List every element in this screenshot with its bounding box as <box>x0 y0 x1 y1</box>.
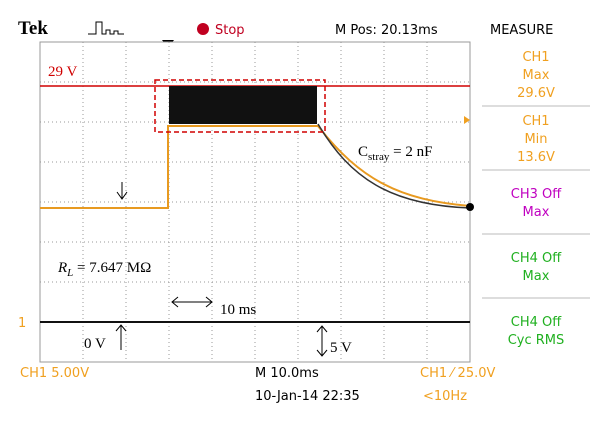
measure-line: 29.6V <box>517 86 555 101</box>
position: M Pos: 20.13ms <box>335 23 438 38</box>
measure-line: CH1 <box>522 50 549 65</box>
measure-line: Cyc RMS <box>508 333 565 348</box>
panel-title: MEASURE <box>490 23 553 38</box>
c-sub: stray <box>368 151 390 163</box>
c-symbol: C <box>358 144 368 160</box>
status: Stop <box>215 23 245 38</box>
measure-line: Max <box>523 68 550 83</box>
highlight-box <box>154 79 326 133</box>
zero-label: 0 V <box>84 336 106 352</box>
trigger: CH1 ⁄ 25.0V <box>420 366 496 381</box>
span-arrow <box>171 296 213 308</box>
frequency: <10Hz <box>423 389 467 404</box>
stop-dot <box>197 23 209 35</box>
measure-line: 13.6V <box>517 150 555 165</box>
measure-line: CH1 <box>522 114 549 129</box>
measure-line: CH4 Off <box>511 315 562 330</box>
measure-line: Min <box>524 132 547 147</box>
c-rest: = 2 nF <box>389 144 432 160</box>
arrow-down <box>116 182 128 200</box>
channel-marker: 1 <box>18 316 26 331</box>
measure-line: CH3 Off <box>511 187 562 202</box>
r-rest: = 7.647 MΩ <box>73 260 151 276</box>
datetime: 10-Jan-14 22:35 <box>255 389 360 404</box>
black-waveform <box>317 123 471 209</box>
measure-line: Max <box>523 269 550 284</box>
brand: Tek <box>18 18 48 39</box>
zero-arrow <box>115 324 127 350</box>
measure-panel: CH1 Max 29.6V CH1 Min 13.6V CH3 Off Max CH4 Off M… <box>482 50 590 348</box>
measure-line: Max <box>523 205 550 220</box>
end-dot <box>466 203 474 211</box>
timebase: M 10.0ms <box>255 366 319 381</box>
voltage-level: 29 V <box>48 64 77 80</box>
five-label: 5 V <box>330 340 352 356</box>
pulse-burst <box>169 86 317 124</box>
orange-waveform <box>40 125 471 209</box>
r-load-label: RL = 7.647 MΩ <box>57 260 151 279</box>
five-arrow <box>316 325 328 357</box>
trigger-level-marker <box>464 116 470 124</box>
c-stray-label: Cstray = 2 nF <box>358 144 432 163</box>
time-span: 10 ms <box>220 302 256 318</box>
ch-scale: CH1 5.00V <box>20 366 89 381</box>
measure-line: CH4 Off <box>511 251 562 266</box>
r-symbol: R <box>57 260 67 276</box>
r-sub: L <box>66 267 73 279</box>
trigger-icon <box>88 21 124 35</box>
